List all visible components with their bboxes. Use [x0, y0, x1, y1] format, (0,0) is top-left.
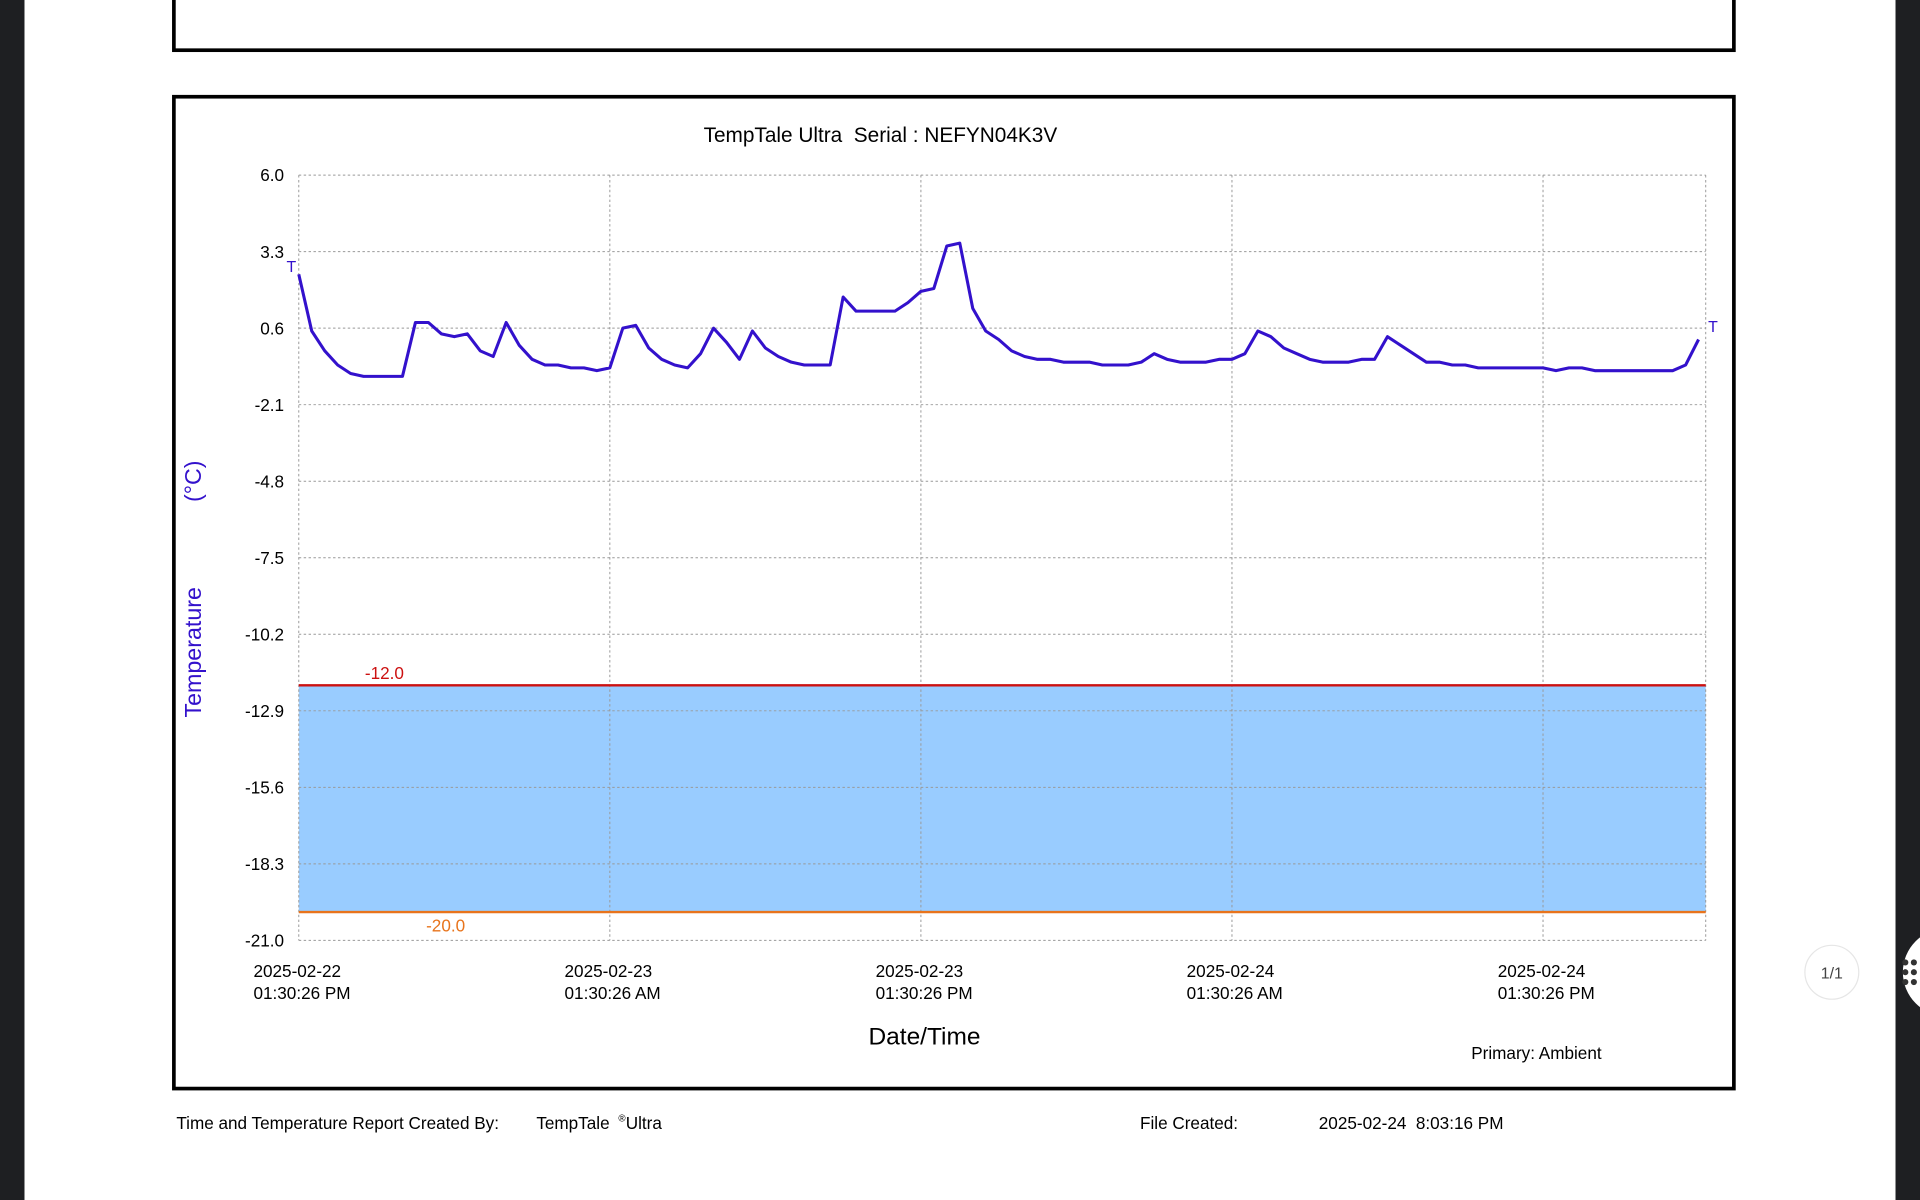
y-axis-label: Temperature — [180, 587, 206, 718]
footer-file-created-label: File Created: — [1140, 1113, 1238, 1133]
y-tick-label: -4.8 — [255, 471, 285, 491]
y-tick-label: -15.6 — [245, 777, 284, 797]
y-axis-unit: (°C) — [180, 460, 206, 502]
footer-reg: ® — [618, 1114, 626, 1125]
x-tick-label: 2025-02-22 — [253, 961, 341, 981]
x-tick-label: 01:30:26 PM — [253, 983, 350, 1003]
temperature-line — [297, 241, 1700, 378]
limit-label: -20.0 — [426, 916, 465, 936]
previous-frame — [172, 0, 1736, 53]
limit-band — [298, 685, 1706, 913]
x-tick-label: 01:30:26 PM — [1498, 983, 1595, 1003]
y-tick-label: -2.1 — [255, 395, 285, 415]
report-page — [24, 0, 1896, 1200]
y-tick-label: -21.0 — [245, 931, 284, 951]
x-axis-label: Date/Time — [869, 1023, 981, 1050]
start-marker: T — [287, 259, 297, 276]
y-tick-label: -12.9 — [245, 701, 284, 721]
y-tick-label: -18.3 — [245, 854, 284, 874]
x-tick-label: 01:30:26 AM — [1187, 983, 1283, 1003]
y-tick-label: 3.3 — [260, 242, 284, 262]
x-tick-label: 2025-02-24 — [1187, 961, 1275, 981]
limit-label: -12.0 — [365, 663, 404, 683]
footer-created-by: Time and Temperature Report Created By: — [176, 1113, 499, 1133]
chart-title: TempTale Ultra Serial : NEFYN04K3V — [704, 124, 1058, 147]
sensor-note: Primary: Ambient — [1471, 1043, 1602, 1063]
plot: 6.0 3.3 0.6 -2.1 -4.8 -7.5 -10.2 -12.9 -15.6 -18.… — [245, 165, 1718, 1003]
y-tick-label: 0.6 — [260, 318, 284, 338]
end-marker: T — [1708, 319, 1718, 336]
x-tick-label: 01:30:26 AM — [565, 983, 661, 1003]
footer-product-suffix: Ultra — [626, 1113, 663, 1133]
x-tick-label: 01:30:26 PM — [876, 983, 973, 1003]
chart-frame — [172, 94, 1736, 1091]
y-tick-label: -10.2 — [245, 624, 284, 644]
footer-product: TempTale — [536, 1113, 609, 1133]
y-tick-label: -7.5 — [255, 548, 285, 568]
x-tick-label: 2025-02-24 — [1498, 961, 1586, 981]
page-indicator-chip — [1804, 944, 1860, 1000]
y-tick-label: 6.0 — [260, 165, 284, 185]
menu-icon[interactable] — [1902, 959, 1917, 986]
x-tick-label: 2025-02-23 — [876, 961, 964, 981]
footer-file-created: 2025-02-24 8:03:16 PM — [1319, 1113, 1504, 1133]
x-tick-label: 2025-02-23 — [565, 961, 653, 981]
page-indicator: 1/1 — [1821, 965, 1843, 982]
